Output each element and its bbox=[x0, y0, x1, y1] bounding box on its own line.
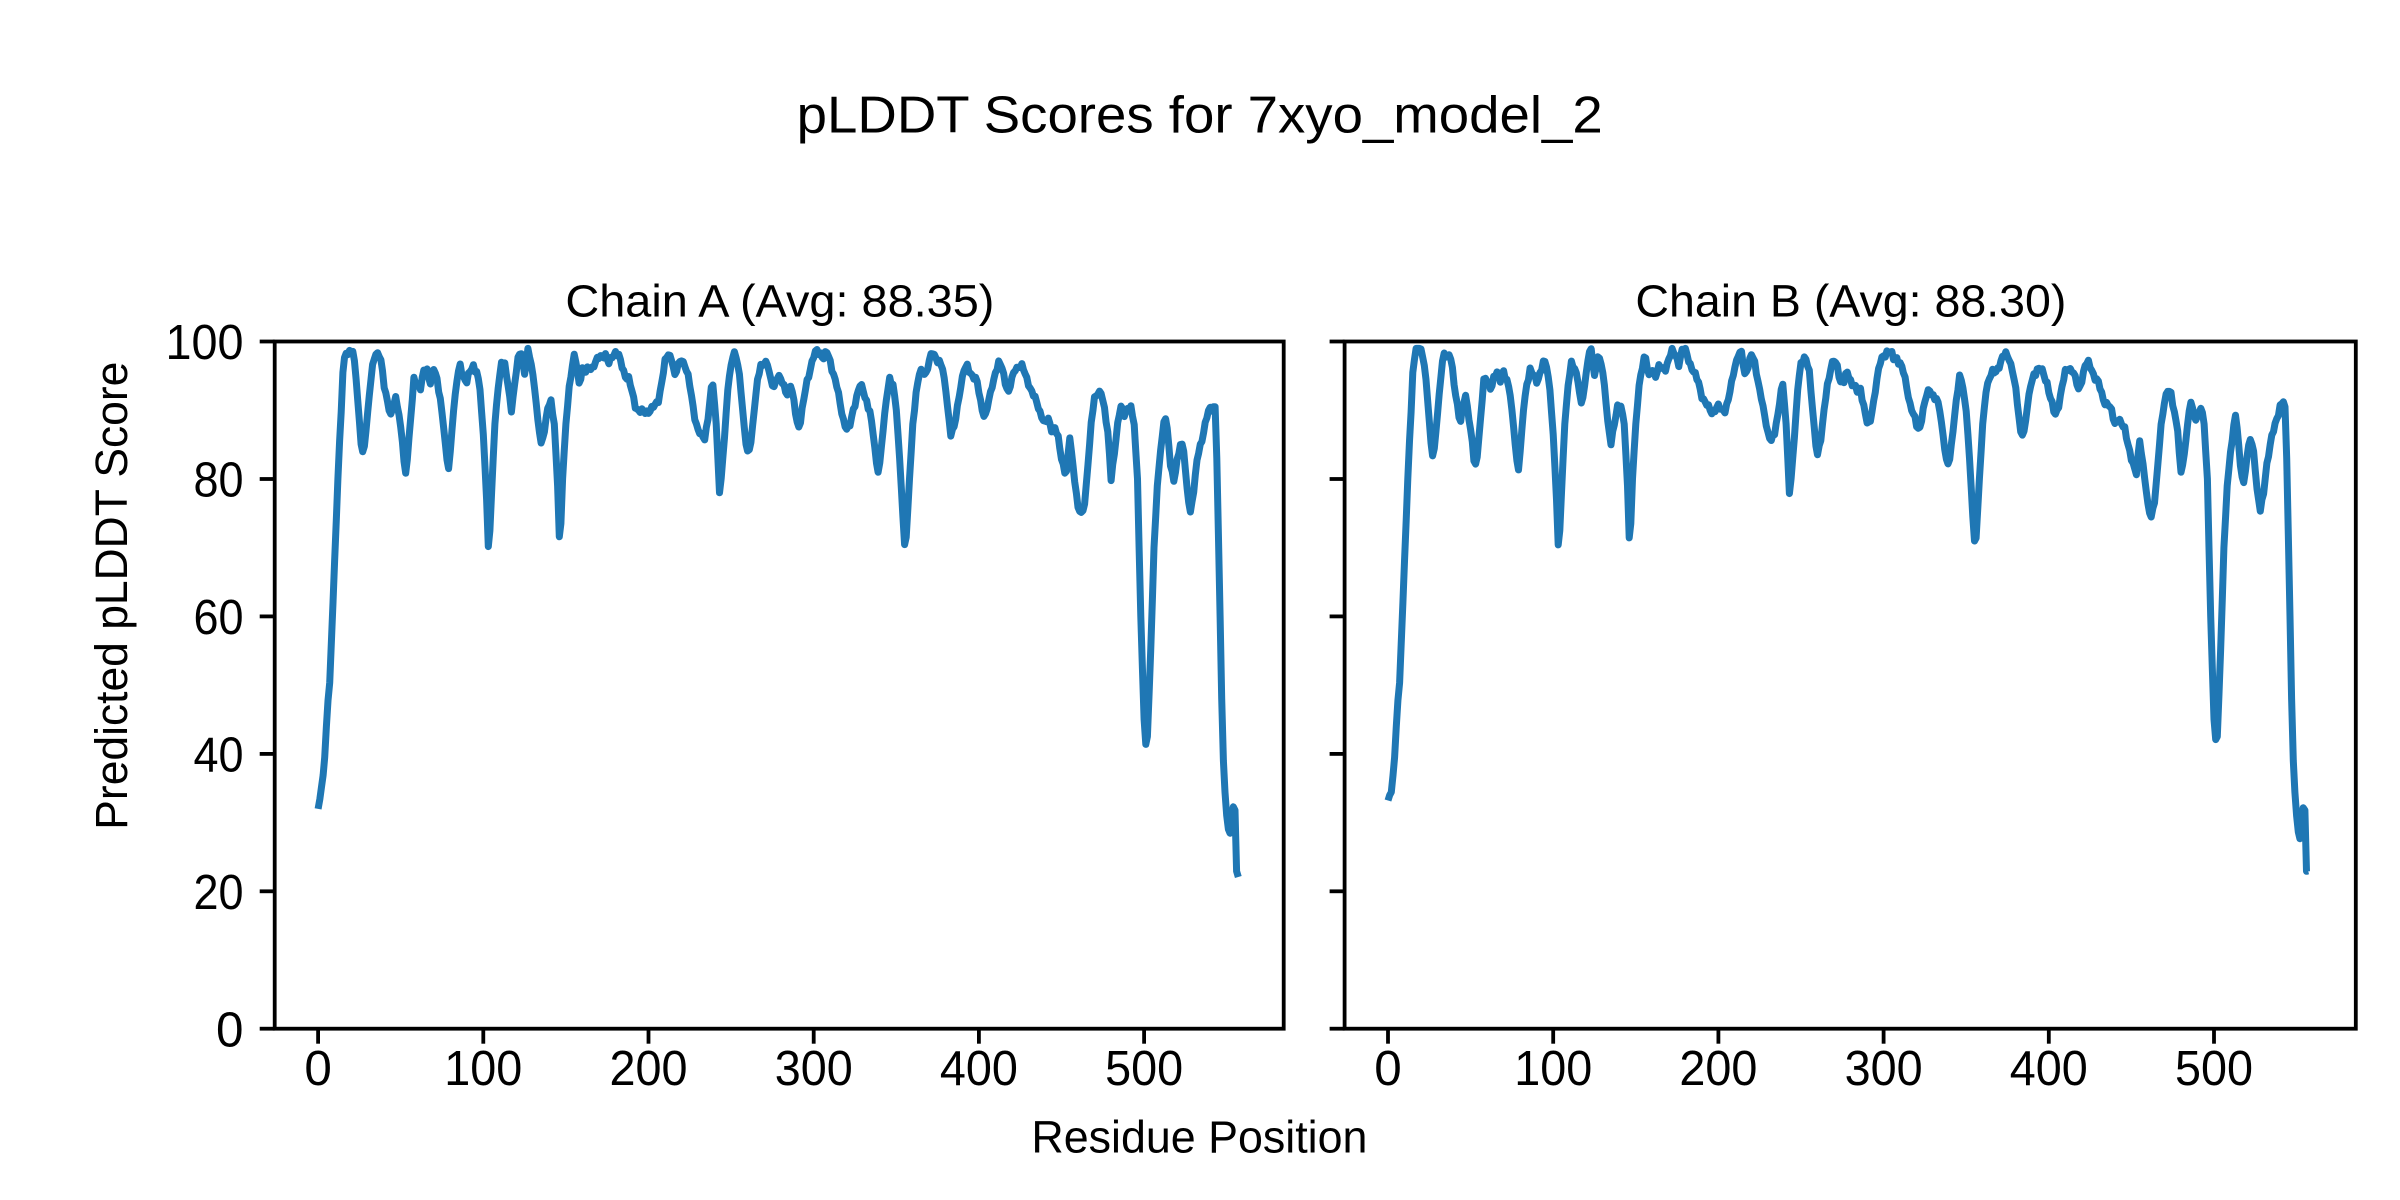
svg-text:60: 60 bbox=[194, 590, 244, 645]
svg-text:0: 0 bbox=[216, 1002, 243, 1057]
svg-text:500: 500 bbox=[2175, 1041, 2253, 1096]
svg-text:200: 200 bbox=[610, 1041, 688, 1096]
svg-text:40: 40 bbox=[194, 728, 244, 783]
svg-text:0: 0 bbox=[1374, 1041, 1401, 1096]
svg-text:Chain B (Avg: 88.30): Chain B (Avg: 88.30) bbox=[1635, 276, 2066, 327]
svg-text:500: 500 bbox=[1105, 1041, 1183, 1096]
svg-text:100: 100 bbox=[1514, 1041, 1592, 1096]
svg-text:400: 400 bbox=[940, 1041, 1018, 1096]
svg-text:200: 200 bbox=[1679, 1041, 1757, 1096]
svg-text:100: 100 bbox=[166, 315, 244, 370]
svg-text:300: 300 bbox=[775, 1041, 853, 1096]
svg-text:0: 0 bbox=[304, 1041, 331, 1096]
svg-text:pLDDT Scores for 7xyo_model_2: pLDDT Scores for 7xyo_model_2 bbox=[797, 86, 1603, 144]
svg-text:Residue Position: Residue Position bbox=[1031, 1112, 1367, 1163]
svg-text:Chain A (Avg: 88.35): Chain A (Avg: 88.35) bbox=[565, 276, 994, 327]
svg-text:20: 20 bbox=[194, 865, 244, 920]
svg-text:Predicted pLDDT Score: Predicted pLDDT Score bbox=[86, 362, 137, 830]
svg-text:300: 300 bbox=[1845, 1041, 1923, 1096]
svg-text:80: 80 bbox=[194, 453, 244, 508]
svg-text:400: 400 bbox=[2010, 1041, 2088, 1096]
svg-text:100: 100 bbox=[444, 1041, 522, 1096]
